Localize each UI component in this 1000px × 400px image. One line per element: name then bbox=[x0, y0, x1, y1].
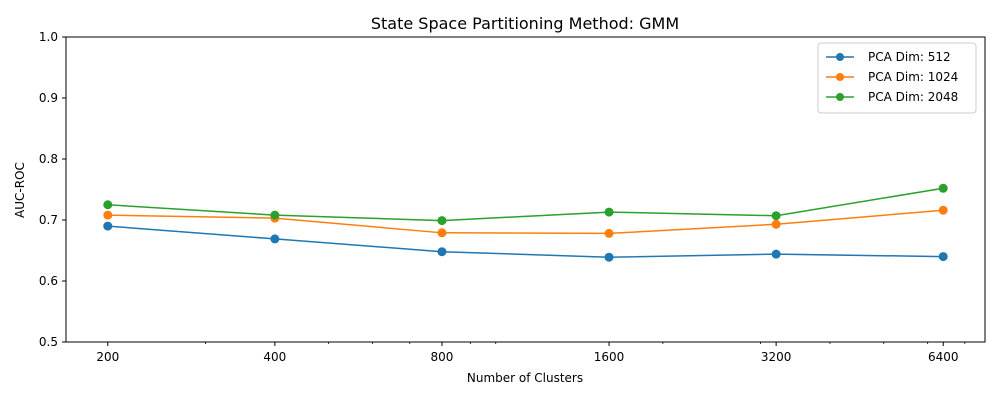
legend-box bbox=[817, 42, 977, 114]
data-point bbox=[103, 210, 113, 220]
y-tick-label: 1.0 bbox=[39, 30, 58, 44]
legend-label: PCA Dim: 2048 bbox=[868, 90, 958, 104]
x-tick-label: 6400 bbox=[928, 350, 959, 364]
data-point bbox=[604, 207, 614, 217]
x-tick-label: 400 bbox=[263, 350, 286, 364]
y-tick-label: 0.8 bbox=[39, 152, 58, 166]
data-point bbox=[437, 216, 447, 226]
data-point bbox=[103, 200, 113, 210]
x-tick-label: 1600 bbox=[594, 350, 625, 364]
axis-ticks: 200 400 800 1600 3200 6400 0.5 0.6 0.7 0.8 0.9 1.0 bbox=[39, 30, 966, 364]
data-point bbox=[938, 205, 948, 215]
legend-label: PCA Dim: 512 bbox=[868, 50, 951, 64]
y-tick-label: 0.9 bbox=[39, 91, 58, 105]
legend: PCA Dim: 512 PCA Dim: 1024 PCA Dim: 2048 bbox=[817, 42, 977, 114]
x-tick-label: 200 bbox=[96, 350, 119, 364]
data-point bbox=[938, 252, 948, 262]
legend-marker bbox=[836, 93, 844, 101]
legend-marker bbox=[836, 73, 844, 81]
data-point bbox=[604, 228, 614, 238]
x-tick-label: 3200 bbox=[761, 350, 792, 364]
series-line bbox=[107, 187, 944, 222]
data-point bbox=[270, 210, 280, 220]
plot-frame bbox=[65, 36, 986, 343]
data-point bbox=[103, 221, 113, 231]
x-tick-label: 800 bbox=[431, 350, 454, 364]
data-point bbox=[604, 252, 614, 262]
series-line bbox=[107, 209, 944, 235]
series-line bbox=[107, 225, 944, 258]
data-point bbox=[771, 249, 781, 259]
y-tick-label: 0.6 bbox=[39, 274, 58, 288]
data-point bbox=[437, 228, 447, 238]
data-point bbox=[938, 183, 948, 193]
series-group bbox=[103, 183, 948, 226]
series-group bbox=[103, 221, 948, 262]
legend-label: PCA Dim: 1024 bbox=[868, 70, 958, 84]
data-point bbox=[771, 219, 781, 229]
series-layer bbox=[103, 183, 948, 262]
plot-axes bbox=[65, 36, 986, 343]
data-point bbox=[270, 234, 280, 244]
y-tick-label: 0.5 bbox=[39, 335, 58, 349]
legend-marker bbox=[836, 53, 844, 61]
series-group bbox=[103, 205, 948, 238]
y-tick-label: 0.7 bbox=[39, 213, 58, 227]
data-point bbox=[437, 247, 447, 257]
data-point bbox=[771, 211, 781, 221]
x-axis-label: Number of Clusters bbox=[467, 371, 583, 385]
chart-title: State Space Partitioning Method: GMM bbox=[371, 14, 679, 33]
y-axis-label: AUC-ROC bbox=[13, 162, 27, 218]
